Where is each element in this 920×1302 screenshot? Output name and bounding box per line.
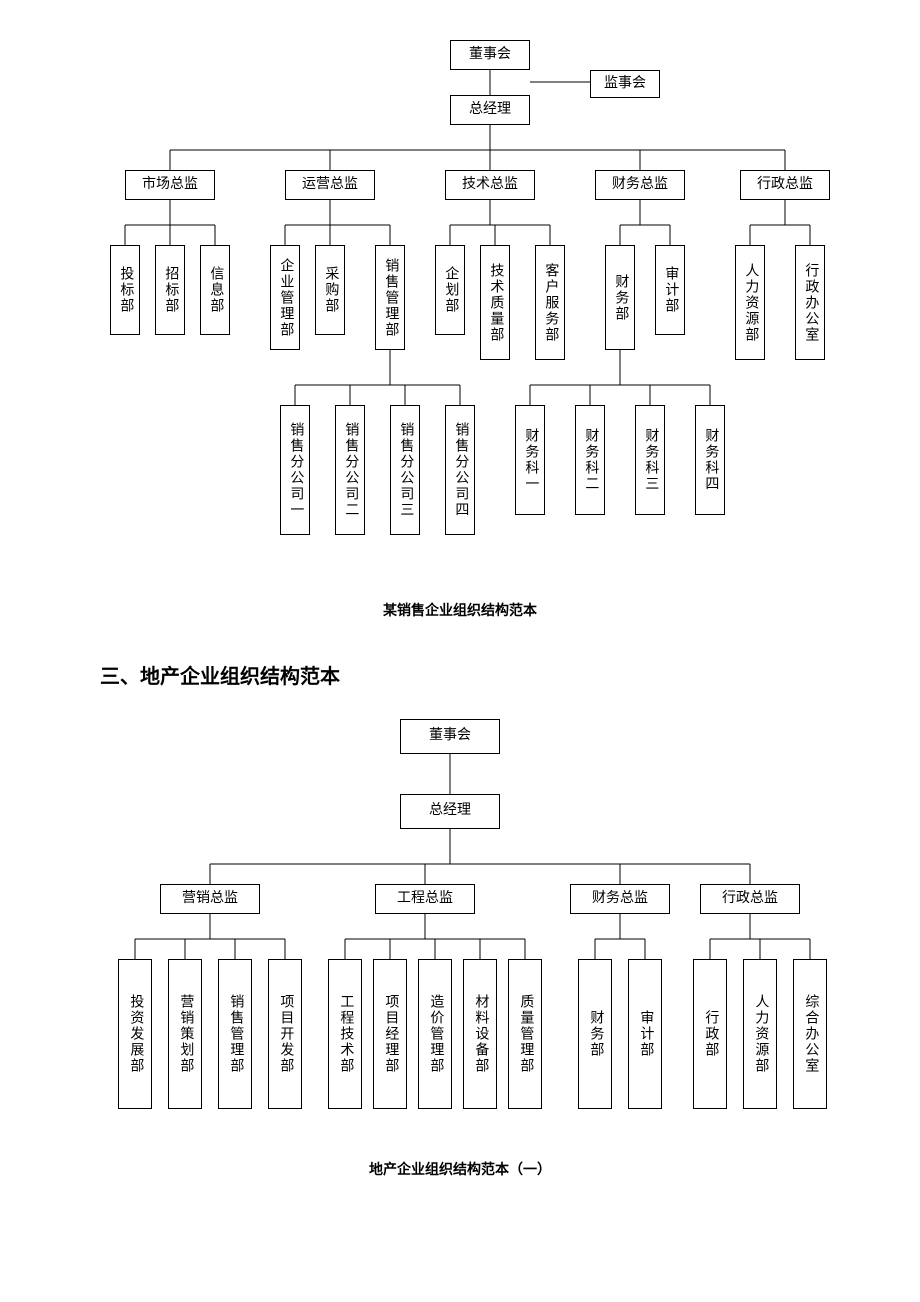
node2-director-3: 行政总监 [700, 884, 800, 914]
org-chart-realestate: 董事会 总经理 营销总监 工程总监 财务总监 行政总监 投资发展部 营销策划部 … [70, 719, 890, 1139]
node-sub-7: 财务科四 [695, 405, 725, 515]
section-heading: 三、地产企业组织结构范本 [100, 660, 900, 689]
node2-dept-8: 质量管理部 [508, 959, 542, 1109]
node-board: 董事会 [450, 40, 530, 70]
node-sub-3: 销售分公司四 [445, 405, 475, 535]
node2-director-1: 工程总监 [375, 884, 475, 914]
node-dept-12: 行政办公室 [795, 245, 825, 360]
node2-dept-12: 人力资源部 [743, 959, 777, 1109]
node-supervisor: 监事会 [590, 70, 660, 98]
node-sub-2: 销售分公司三 [390, 405, 420, 535]
chart2-caption: 地产企业组织结构范本（一） [20, 1159, 900, 1179]
node-director-4: 行政总监 [740, 170, 830, 200]
node2-dept-7: 材料设备部 [463, 959, 497, 1109]
node-dept-1: 招标部 [155, 245, 185, 335]
node2-dept-6: 造价管理部 [418, 959, 452, 1109]
node-dept-6: 企划部 [435, 245, 465, 335]
node2-dept-0: 投资发展部 [118, 959, 152, 1109]
node2-dept-3: 项目开发部 [268, 959, 302, 1109]
org-chart-sales: 董事会 监事会 总经理 市场总监 运营总监 技术总监 财务总监 行政总监 投标部… [70, 40, 890, 580]
node2-director-0: 营销总监 [160, 884, 260, 914]
node2-dept-13: 综合办公室 [793, 959, 827, 1109]
node-director-2: 技术总监 [445, 170, 535, 200]
node-dept-9: 财务部 [605, 245, 635, 350]
node-director-0: 市场总监 [125, 170, 215, 200]
node-dept-0: 投标部 [110, 245, 140, 335]
node-gm: 总经理 [450, 95, 530, 125]
node2-dept-4: 工程技术部 [328, 959, 362, 1109]
node-director-3: 财务总监 [595, 170, 685, 200]
node-sub-4: 财务科一 [515, 405, 545, 515]
node-dept-10: 审计部 [655, 245, 685, 335]
node2-dept-5: 项目经理部 [373, 959, 407, 1109]
node2-dept-10: 审计部 [628, 959, 662, 1109]
node2-director-2: 财务总监 [570, 884, 670, 914]
node2-dept-11: 行政部 [693, 959, 727, 1109]
node-sub-6: 财务科三 [635, 405, 665, 515]
node-dept-2: 信息部 [200, 245, 230, 335]
chart1-caption: 某销售企业组织结构范本 [20, 600, 900, 620]
node2-dept-2: 销售管理部 [218, 959, 252, 1109]
node-dept-3: 企业管理部 [270, 245, 300, 350]
node-dept-7: 技术质量部 [480, 245, 510, 360]
node-dept-4: 采购部 [315, 245, 345, 335]
node2-board: 董事会 [400, 719, 500, 754]
node-sub-1: 销售分公司二 [335, 405, 365, 535]
node-dept-5: 销售管理部 [375, 245, 405, 350]
node2-dept-1: 营销策划部 [168, 959, 202, 1109]
node-dept-8: 客户服务部 [535, 245, 565, 360]
node-dept-11: 人力资源部 [735, 245, 765, 360]
node-director-1: 运营总监 [285, 170, 375, 200]
node-sub-5: 财务科二 [575, 405, 605, 515]
node2-gm: 总经理 [400, 794, 500, 829]
node-sub-0: 销售分公司一 [280, 405, 310, 535]
node2-dept-9: 财务部 [578, 959, 612, 1109]
